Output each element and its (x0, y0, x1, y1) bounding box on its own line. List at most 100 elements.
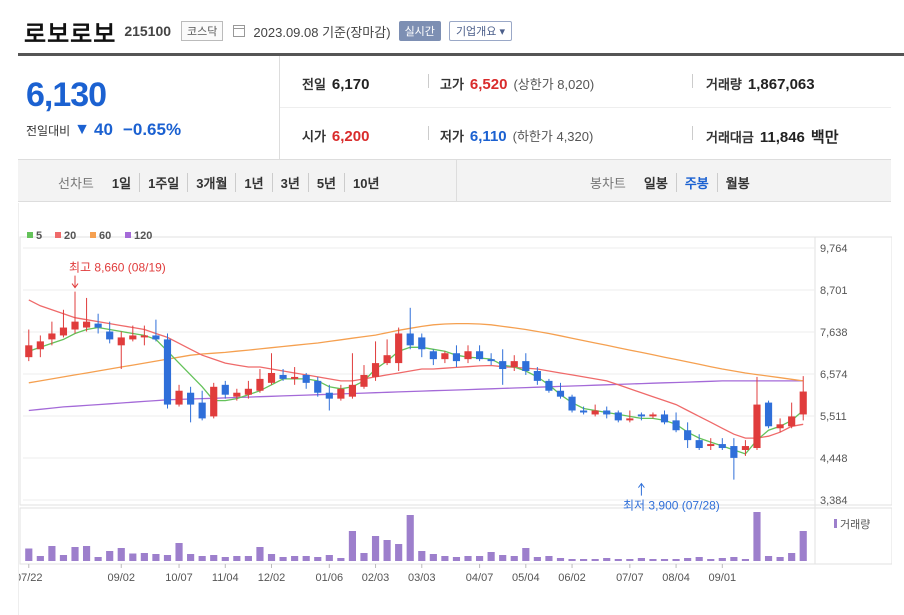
y-tick-label: 4,448 (820, 453, 848, 465)
tab-1d[interactable]: 1일 (111, 176, 132, 191)
chart-tabs: 선차트 1일 1주일 3개월 1년 3년 5년 10년 봉차트 일봉 주봉 월봉 (18, 160, 891, 202)
candle-body (291, 376, 299, 379)
volume-bar (82, 546, 91, 561)
tab-10y[interactable]: 10년 (344, 173, 387, 192)
candle-body (337, 388, 345, 399)
candle-body (660, 414, 669, 423)
tab-daily[interactable]: 일봉 (643, 176, 668, 191)
candle-title: 봉차트 (590, 176, 626, 191)
volume-bar (603, 558, 611, 561)
candle-body (314, 380, 322, 393)
candle-body (730, 446, 738, 458)
high-value: 6,520 (469, 76, 508, 93)
candle-body (556, 390, 565, 397)
tab-1y[interactable]: 1년 (235, 173, 271, 192)
candle-body (383, 355, 391, 364)
market-badge: 코스닥 (181, 21, 224, 41)
legend-swatch (90, 232, 96, 238)
candle-body (71, 321, 79, 330)
period-tabs: 선차트 1일 1주일 3개월 1년 3년 5년 10년 (58, 173, 387, 192)
y-tick-label: 7,638 (820, 327, 848, 339)
volume-pane-frame (19, 507, 893, 565)
candle-body (244, 388, 252, 395)
legend-label: 5 (36, 230, 42, 242)
ma120-line (28, 380, 804, 412)
x-tick-label: 04/07 (466, 572, 494, 584)
divider (428, 74, 429, 88)
chart-area: 9,764 8,701 7,638 6,574 5,511 4,448 3,384 5 20 60… (15, 203, 893, 615)
volume-bar (371, 536, 380, 561)
realtime-button[interactable]: 실시간 (398, 21, 441, 41)
volume-bar (464, 556, 472, 561)
legend-label: 20 (64, 230, 76, 242)
candle-body (707, 444, 715, 447)
change-percent: −0.65% (122, 120, 182, 139)
low-label: 저가 (440, 129, 464, 144)
volume-bar (187, 554, 195, 561)
candle-body (36, 341, 44, 350)
legend-label: 120 (134, 230, 152, 242)
tab-weekly[interactable]: 주봉 (675, 173, 717, 192)
tab-3y[interactable]: 3년 (271, 173, 308, 192)
candle-body (522, 361, 530, 371)
summary-row-1: 전일 6,170 고가 6,520 (상한가 8,020) 거래량 1,867,… (280, 56, 891, 108)
candle-body (82, 321, 91, 328)
tab-5y[interactable]: 5년 (307, 173, 344, 192)
volume-bar (556, 558, 565, 561)
volume-bar (649, 559, 657, 561)
prev-close-value: 6,170 (331, 76, 370, 93)
volume-bar (279, 557, 287, 561)
price-change: 전일대비 ▼ 40 −0.65% (26, 120, 181, 140)
open-label: 시가 (302, 129, 326, 144)
volume-bar (383, 540, 391, 561)
high-cell: 고가 6,520 (상한가 8,020) (440, 74, 594, 93)
tab-3m[interactable]: 3개월 (187, 173, 235, 192)
volume-bar (499, 555, 507, 561)
low-annotation: 최저 3,900 (07/28) (623, 499, 720, 513)
volume-bar (533, 557, 541, 561)
change-label: 전일대비 (26, 123, 71, 138)
amount-unit: 백만 (810, 129, 839, 146)
volume-bar (684, 558, 692, 561)
y-tick-label: 6,574 (820, 369, 848, 381)
volume-bar (695, 557, 703, 561)
candle-body (764, 402, 773, 427)
candle-body (591, 410, 599, 415)
tab-monthly[interactable]: 월봉 (716, 173, 758, 192)
volume-bar (152, 554, 160, 561)
candle-body (221, 384, 229, 395)
amount-value: 11,846 (759, 129, 805, 146)
volume-bar (302, 556, 310, 561)
company-info-label: 기업개요 (455, 26, 497, 38)
candle-body (718, 444, 726, 449)
volume-bar (418, 551, 426, 561)
candle-body (371, 363, 380, 377)
ma60-line (28, 322, 804, 384)
amount-cell: 거래대금 11,846 백만 (706, 126, 839, 147)
candle-body (603, 410, 611, 415)
upper-limit: (상한가 8,020) (513, 77, 595, 92)
volume-bar (106, 551, 114, 561)
volume-bar (314, 557, 322, 561)
volume-bar (614, 559, 622, 561)
low-arrow-head (637, 482, 645, 488)
stock-header: 로보로보 215100 코스닥 2023.09.08 기준(장마감) 실시간 기… (24, 14, 513, 48)
candle-body (59, 327, 68, 336)
stock-chart: 9,764 8,701 7,638 6,574 5,511 4,448 3,384 5 20 60… (15, 230, 893, 584)
stock-name: 로보로보 (24, 20, 117, 48)
candle-body (637, 414, 645, 417)
candle-body (279, 374, 287, 379)
legend-swatch (27, 232, 33, 238)
candle-body (788, 416, 796, 427)
y-tick-label: 5,511 (820, 411, 847, 423)
volume-bar (256, 547, 264, 561)
candle-body (198, 402, 206, 419)
volume-bar (510, 556, 518, 561)
volume-bar (233, 556, 241, 561)
current-price: 6,130 (26, 76, 107, 114)
stock-code: 215100 (124, 23, 172, 39)
company-info-button[interactable]: 기업개요 ▾ (448, 21, 513, 41)
volume-bar (626, 559, 634, 561)
legend-swatch (55, 232, 61, 238)
tab-1w[interactable]: 1주일 (139, 173, 187, 192)
